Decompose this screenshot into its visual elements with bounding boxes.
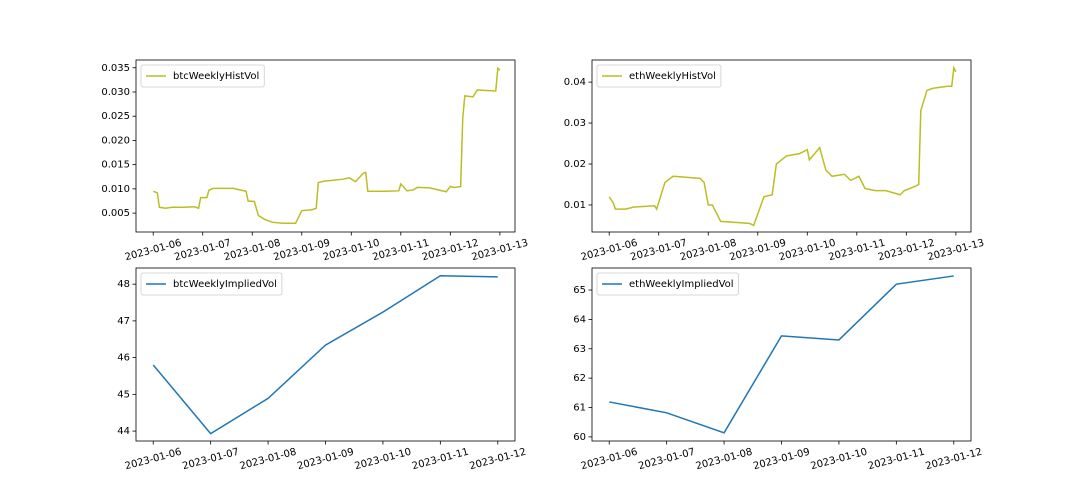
- y-tick-label: 65: [573, 285, 586, 296]
- x-tick-label: 2023-01-11: [867, 447, 926, 473]
- x-tick-label: 2023-01-06: [124, 447, 183, 473]
- y-tick-label: 0.02: [564, 159, 586, 170]
- legend-label: ethWeeklyHistVol: [629, 71, 716, 82]
- legend: ethWeeklyHistVol: [596, 64, 722, 88]
- x-tick-label: 2023-01-11: [371, 238, 430, 264]
- x-tick-label: 2023-01-08: [239, 447, 298, 473]
- axes-frame: [135, 267, 516, 442]
- x-tick-label: 2023-01-06: [124, 238, 183, 264]
- legend-frame: [140, 272, 283, 296]
- x-tick-label: 2023-01-07: [173, 238, 232, 264]
- y-tick-label: 0.020: [101, 135, 130, 146]
- x-tick-label: 2023-01-08: [223, 238, 282, 264]
- x-tick-label: 2023-01-06: [580, 447, 639, 473]
- x-tick-label: 2023-01-12: [877, 238, 936, 264]
- series-line: [608, 65, 957, 227]
- x-tick-label: 2023-01-12: [421, 238, 480, 264]
- y-tick-label: 0.04: [564, 77, 586, 88]
- subplot: 0.010.020.030.042023-01-062023-01-072023…: [564, 59, 986, 264]
- series-line: [152, 274, 498, 435]
- axes-background: [592, 268, 971, 441]
- subplot: 6061626364652023-01-062023-01-072023-01-…: [573, 267, 983, 473]
- x-tick-label: 2023-01-13: [927, 238, 986, 264]
- x-tick-label: 2023-01-08: [679, 238, 738, 264]
- y-tick-label: 0.030: [101, 87, 130, 98]
- legend: btcWeeklyImpliedVol: [140, 272, 283, 296]
- x-tick-label: 2023-01-10: [354, 447, 413, 473]
- axes-background: [136, 268, 515, 441]
- y-tick-label: 62: [573, 373, 586, 384]
- x-tick-label: 2023-01-09: [752, 447, 811, 473]
- x-tick-label: 2023-01-11: [411, 447, 470, 473]
- y-tick-label: 0.015: [101, 160, 130, 171]
- x-tick-label: 2023-01-09: [728, 238, 787, 264]
- y-tick-label: 44: [117, 426, 130, 437]
- x-tick-label: 2023-01-08: [695, 447, 754, 473]
- axes-frame: [135, 59, 516, 233]
- y-tick-label: 0.035: [101, 63, 130, 74]
- y-tick-label: 0.005: [101, 208, 130, 219]
- x-tick-label: 2023-01-13: [471, 238, 530, 264]
- x-tick-label: 2023-01-11: [827, 238, 886, 264]
- y-tick-label: 48: [117, 279, 130, 290]
- axes-frame: [591, 59, 972, 233]
- y-tick-label: 0.010: [101, 184, 130, 195]
- legend: btcWeeklyHistVol: [140, 64, 265, 88]
- legend-label: btcWeeklyHistVol: [173, 71, 259, 82]
- axes-background: [592, 60, 971, 232]
- x-tick-label: 2023-01-07: [637, 447, 696, 473]
- x-tick-label: 2023-01-10: [322, 238, 381, 264]
- legend-frame: [596, 64, 722, 88]
- legend-label: btcWeeklyImpliedVol: [173, 279, 277, 290]
- y-tick-label: 47: [117, 316, 130, 327]
- y-tick-label: 0.03: [564, 118, 586, 129]
- legend: ethWeeklyImpliedVol: [596, 272, 739, 296]
- x-tick-label: 2023-01-06: [580, 238, 639, 264]
- x-tick-label: 2023-01-10: [778, 238, 837, 264]
- y-tick-label: 45: [117, 389, 130, 400]
- y-tick-label: 61: [573, 403, 586, 414]
- y-tick-label: 0.025: [101, 111, 130, 122]
- x-tick-label: 2023-01-12: [468, 447, 527, 473]
- x-tick-label: 2023-01-09: [272, 238, 331, 264]
- y-tick-label: 60: [573, 432, 586, 443]
- legend-frame: [596, 272, 739, 296]
- y-tick-label: 46: [117, 353, 130, 364]
- legend-frame: [140, 64, 265, 88]
- subplot: 0.005 0.010 0.015 0.020 0.025 0.030 0.035 2023-…: [101, 59, 530, 264]
- y-tick-label: 63: [573, 344, 586, 355]
- y-tick-label: 64: [573, 314, 586, 325]
- y-tick-label: 0.01: [564, 200, 586, 211]
- subplot: 44 45 46 47 48 2023-01-062023-01-072023-01-08…: [117, 267, 527, 473]
- axes-frame: [591, 267, 972, 442]
- legend-label: ethWeeklyImpliedVol: [629, 279, 734, 290]
- x-tick-label: 2023-01-12: [924, 447, 983, 473]
- x-tick-label: 2023-01-09: [296, 447, 355, 473]
- x-tick-label: 2023-01-10: [810, 447, 869, 473]
- x-tick-label: 2023-01-07: [629, 238, 688, 264]
- series-line: [152, 66, 501, 225]
- x-tick-label: 2023-01-07: [181, 447, 240, 473]
- series-line: [609, 275, 954, 434]
